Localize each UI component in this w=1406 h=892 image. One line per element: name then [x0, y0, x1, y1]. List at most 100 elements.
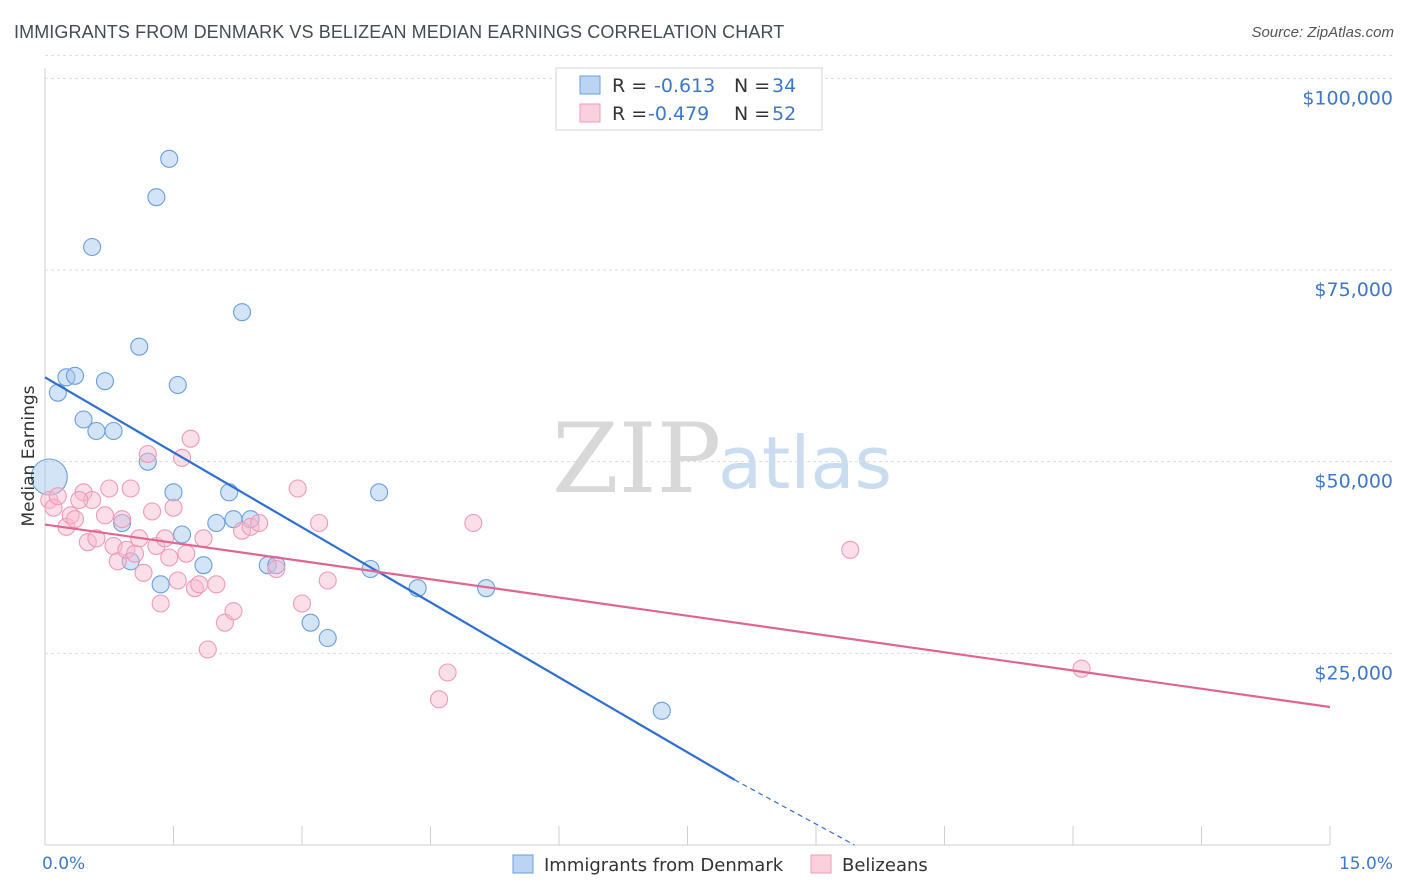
- watermark-zip: ZIP: [552, 403, 721, 515]
- legend-n-value-1: 34: [772, 75, 796, 97]
- point-belizean: [70, 490, 89, 510]
- trendline-denmark-extension: [734, 779, 855, 846]
- point-denmark: [370, 483, 389, 502]
- legend-n-label-2: N =: [734, 103, 770, 125]
- point-denmark: [48, 383, 67, 402]
- point-denmark: [301, 613, 320, 632]
- point-denmark: [130, 337, 149, 356]
- point-denmark: [207, 513, 226, 533]
- point-belizean: [87, 529, 106, 548]
- series-legend: Immigrants from Denmark Belizeans: [512, 854, 928, 876]
- trend-lines: [44, 376, 1331, 846]
- correlation-legend: R = -0.613 N = 34 R = -0.479 N = 52: [555, 67, 823, 131]
- point-belizean: [438, 663, 457, 682]
- point-belizean: [65, 510, 85, 529]
- point-belizean: [143, 502, 162, 521]
- point-denmark: [83, 237, 102, 257]
- point-belizean: [464, 513, 483, 533]
- point-denmark: [194, 556, 213, 575]
- point-belizean: [134, 563, 153, 582]
- point-belizean: [318, 571, 337, 590]
- point-denmark: [95, 372, 115, 391]
- point-belizean: [83, 490, 102, 510]
- point-belizean: [288, 479, 307, 498]
- legend-n-value-2: 52: [772, 103, 796, 125]
- x-tick-label: 15.0%: [1339, 854, 1393, 874]
- bottom-legend-denmark: Immigrants from Denmark: [544, 855, 784, 876]
- point-belizean: [190, 575, 209, 594]
- legend-swatch-belizeans: [579, 103, 601, 123]
- point-belizean: [117, 540, 136, 559]
- legend-r-label-2: R =: [612, 103, 647, 125]
- point-belizean: [48, 487, 67, 506]
- legend-r-value-2: -0.479: [648, 103, 709, 125]
- y-tick-label: $50,000: [1314, 471, 1393, 493]
- point-denmark: [113, 513, 132, 533]
- point-belizean: [241, 517, 260, 536]
- point-denmark: [151, 575, 170, 594]
- point-denmark: [220, 483, 239, 502]
- grid-lines: [45, 54, 1392, 654]
- point-belizean: [44, 498, 63, 517]
- point-belizean: [292, 594, 312, 613]
- axes: [44, 68, 1331, 846]
- point-belizean: [194, 529, 213, 548]
- point-denmark: [160, 149, 179, 168]
- point-denmark: [74, 410, 93, 429]
- chart-title: IMMIGRANTS FROM DENMARK VS BELIZEAN MEDI…: [14, 22, 785, 42]
- point-denmark: [168, 375, 187, 395]
- bottom-legend-swatch-denmark: [512, 854, 534, 874]
- point-denmark: [318, 628, 337, 648]
- source-label: Source: ZipAtlas.com: [1251, 24, 1394, 41]
- point-denmark: [65, 366, 85, 385]
- point-belizean: [1072, 659, 1091, 678]
- point-belizean: [164, 498, 183, 517]
- point-belizean: [224, 602, 243, 621]
- point-belizean: [430, 690, 449, 709]
- trendline-belizeans: [44, 523, 1331, 709]
- y-tick-label: $25,000: [1314, 662, 1393, 684]
- point-denmark: [173, 525, 192, 544]
- y-axis-label: Median Earnings: [19, 385, 39, 526]
- x-tick-label: 0.0%: [42, 854, 85, 874]
- point-denmark: [87, 421, 106, 441]
- point-belizean: [207, 575, 226, 594]
- point-belizean: [168, 571, 187, 590]
- point-belizean: [138, 444, 157, 464]
- point-belizean: [250, 513, 269, 533]
- point-belizean: [232, 521, 252, 540]
- point-denmark: [164, 483, 183, 502]
- point-belizean: [310, 513, 329, 533]
- point-belizean: [125, 544, 144, 563]
- point-belizean: [121, 479, 140, 498]
- point-belizean: [100, 479, 119, 498]
- point-belizean: [181, 429, 200, 448]
- point-belizean: [177, 544, 196, 563]
- point-belizean: [841, 540, 860, 559]
- y-tick-label: $100,000: [1302, 87, 1393, 109]
- legend-n-label-1: N =: [734, 75, 770, 97]
- point-denmark: [138, 452, 157, 471]
- watermark-atlas: atlas: [718, 421, 892, 505]
- y-tick-label: $75,000: [1314, 279, 1393, 301]
- bottom-legend-belizeans: Belizeans: [842, 855, 928, 876]
- trendline-denmark: [44, 376, 736, 781]
- bottom-legend-swatch-belizeans: [810, 854, 832, 874]
- point-denmark: [104, 421, 123, 441]
- point-belizean: [78, 533, 97, 552]
- point-denmark: [147, 188, 166, 207]
- legend-swatch-denmark: [579, 75, 601, 95]
- legend-r-value-1: -0.613: [654, 75, 715, 97]
- point-denmark: [232, 303, 252, 322]
- legend-r-label-1: R =: [612, 75, 647, 97]
- point-belizean: [151, 594, 170, 613]
- point-belizean: [113, 510, 132, 529]
- point-belizean: [95, 506, 115, 525]
- point-belizean: [267, 559, 286, 579]
- point-belizean: [160, 548, 179, 567]
- tick-labels: $25,000 $50,000 $75,000 $100,000 0.0% 15.0%: [42, 87, 1393, 874]
- point-belizean: [155, 529, 174, 548]
- data-points: [30, 149, 1091, 720]
- point-belizean: [198, 640, 217, 659]
